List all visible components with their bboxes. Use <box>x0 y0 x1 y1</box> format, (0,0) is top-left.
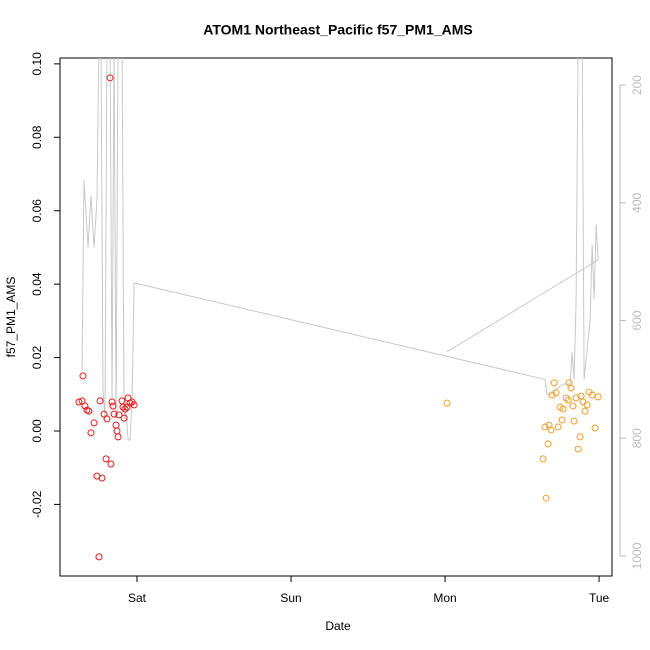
x-axis-label: Date <box>325 619 351 633</box>
point <box>542 494 550 502</box>
point <box>113 427 121 435</box>
y-tick-label: 0.06 <box>30 199 44 223</box>
point <box>112 421 120 429</box>
point <box>119 403 127 411</box>
point <box>85 407 93 415</box>
point <box>102 455 110 463</box>
point <box>443 399 451 407</box>
y2-tick-label: 1000 <box>630 542 644 569</box>
point <box>577 392 585 400</box>
point <box>120 414 128 422</box>
point <box>95 553 103 561</box>
line-layer <box>81 58 599 441</box>
x-tick-label: Tue <box>589 591 610 605</box>
point <box>110 410 118 418</box>
point <box>559 405 567 413</box>
point <box>109 402 117 410</box>
point <box>541 423 549 431</box>
point <box>87 429 95 437</box>
point <box>574 445 582 453</box>
point <box>96 397 104 405</box>
point <box>75 398 83 406</box>
point <box>539 455 547 463</box>
point <box>130 401 138 409</box>
point <box>583 401 591 409</box>
point <box>115 411 123 419</box>
y2-tick-label: 600 <box>630 310 644 330</box>
point <box>567 384 575 392</box>
y2-tick-label: 800 <box>630 428 644 448</box>
point <box>552 389 560 397</box>
y-tick-label: 0.04 <box>30 272 44 296</box>
y-tick-label: 0.00 <box>30 419 44 443</box>
point <box>106 74 114 82</box>
y-tick-label: -0.02 <box>30 490 44 518</box>
altitude-line <box>81 58 599 441</box>
point <box>79 372 87 380</box>
chart-title: ATOM1 Northeast_Pacific f57_PM1_AMS <box>203 22 472 38</box>
point <box>547 426 555 434</box>
point <box>108 398 116 406</box>
point <box>90 419 98 427</box>
point <box>569 402 577 410</box>
point <box>103 415 111 423</box>
point <box>564 396 572 404</box>
point <box>594 393 602 401</box>
y-tick-label: 0.10 <box>30 52 44 76</box>
y2-tick-label: 200 <box>630 75 644 95</box>
y-tick-label: 0.08 <box>30 125 44 149</box>
point <box>562 394 570 402</box>
y-tick-label: 0.02 <box>30 346 44 370</box>
point <box>550 379 558 387</box>
point <box>576 433 584 441</box>
point <box>81 402 89 410</box>
point <box>107 460 115 468</box>
point <box>554 423 562 431</box>
point <box>588 391 596 399</box>
point <box>570 417 578 425</box>
y-axis-label: f57_PM1_AMS <box>4 277 18 358</box>
point <box>121 405 129 413</box>
point <box>98 474 106 482</box>
y2-tick-label: 400 <box>630 192 644 212</box>
plot-frame <box>59 57 613 577</box>
point <box>78 397 86 405</box>
x-tick-label: Mon <box>433 591 456 605</box>
point <box>558 416 566 424</box>
x-tick-label: Sat <box>128 591 147 605</box>
point <box>114 433 122 441</box>
point <box>581 407 589 415</box>
point <box>544 440 552 448</box>
point <box>548 391 556 399</box>
x-tick-label: Sun <box>280 591 301 605</box>
point <box>591 424 599 432</box>
point <box>579 398 587 406</box>
